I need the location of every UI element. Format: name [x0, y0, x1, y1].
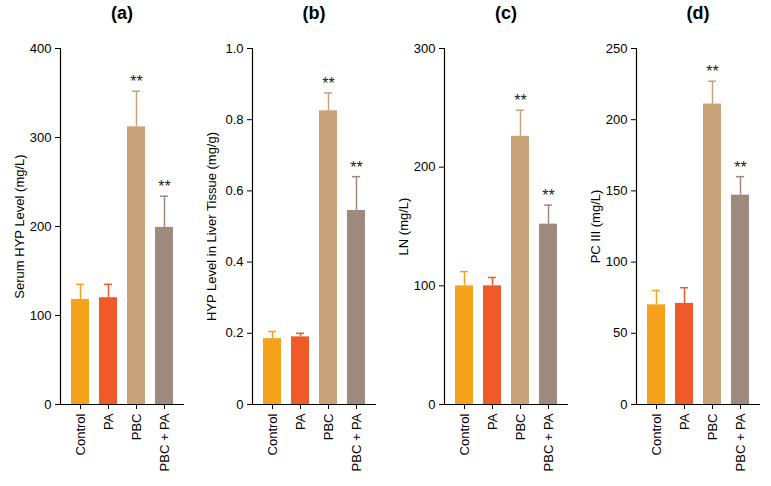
html-text:(c): (c): [495, 3, 517, 23]
svg-text:0: 0: [428, 397, 435, 412]
svg-text:250: 250: [606, 41, 628, 56]
svg-text:**: **: [322, 75, 334, 92]
svg-text:**: **: [706, 63, 718, 80]
svg-text:0.6: 0.6: [225, 183, 243, 198]
svg-text:Control: Control: [457, 413, 472, 455]
svg-text:0: 0: [236, 397, 243, 412]
svg-text:0: 0: [620, 397, 627, 412]
svg-text:PA: PA: [485, 413, 500, 430]
svg-text:0.2: 0.2: [225, 325, 243, 340]
svg-text:PBC: PBC: [321, 414, 336, 441]
svg-text:LN (mg/L): LN (mg/L): [396, 198, 411, 256]
svg-text:PA: PA: [677, 413, 692, 430]
svg-text:PBC + PA: PBC + PA: [541, 413, 556, 471]
svg-text:0.4: 0.4: [225, 254, 243, 269]
svg-text:Serum HYP Level (mg/L): Serum HYP Level (mg/L): [12, 154, 27, 298]
svg-text:**: **: [350, 159, 362, 176]
svg-text:0: 0: [44, 397, 51, 412]
svg-text:**: **: [158, 178, 170, 195]
svg-text:PBC + PA: PBC + PA: [349, 413, 364, 471]
html-text:(b): (b): [302, 3, 326, 23]
svg-text:Control: Control: [265, 413, 280, 455]
svg-text:100: 100: [414, 278, 436, 293]
svg-text:300: 300: [30, 130, 52, 145]
svg-text:Control: Control: [649, 413, 664, 455]
svg-text:Control: Control: [73, 413, 88, 455]
svg-text:PBC + PA: PBC + PA: [733, 413, 748, 471]
svg-text:200: 200: [606, 112, 628, 127]
html-text:(a): (a): [111, 3, 133, 23]
svg-text:PBC: PBC: [129, 414, 144, 441]
svg-text:200: 200: [30, 219, 52, 234]
svg-text:300: 300: [414, 41, 436, 56]
svg-text:HYP Level in Liver Tissue (mg/: HYP Level in Liver Tissue (mg/g): [204, 132, 219, 321]
svg-text:**: **: [734, 159, 746, 176]
svg-text:100: 100: [30, 308, 52, 323]
svg-text:150: 150: [606, 183, 628, 198]
svg-text:50: 50: [613, 325, 627, 340]
svg-text:0.8: 0.8: [225, 112, 243, 127]
svg-text:200: 200: [414, 159, 436, 174]
svg-text:**: **: [130, 73, 142, 90]
svg-text:PC III (mg/L): PC III (mg/L): [588, 190, 603, 264]
svg-text:PA: PA: [293, 413, 308, 430]
svg-text:1.0: 1.0: [225, 41, 243, 56]
svg-text:400: 400: [30, 41, 52, 56]
svg-text:PBC: PBC: [705, 414, 720, 441]
svg-text:PA: PA: [101, 413, 116, 430]
svg-text:**: **: [514, 92, 526, 109]
svg-text:**: **: [542, 187, 554, 204]
svg-text:PBC + PA: PBC + PA: [157, 413, 172, 471]
html-text:(d): (d): [686, 3, 710, 23]
svg-text:PBC: PBC: [513, 414, 528, 441]
svg-text:100: 100: [606, 254, 628, 269]
